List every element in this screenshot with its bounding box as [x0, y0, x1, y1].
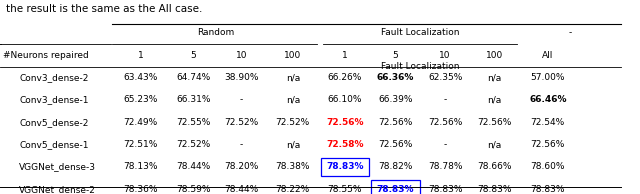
Text: 100: 100 [486, 51, 503, 60]
Text: 78.44%: 78.44% [225, 185, 259, 194]
Text: 78.83%: 78.83% [326, 162, 364, 171]
Text: 57.00%: 57.00% [531, 73, 565, 82]
Text: #Neurons repaired: #Neurons repaired [3, 51, 89, 60]
Text: 72.56%: 72.56% [531, 140, 565, 149]
Text: Random: Random [197, 29, 235, 37]
Text: 78.66%: 78.66% [477, 162, 511, 171]
Text: 78.83%: 78.83% [531, 185, 565, 194]
Text: 72.56%: 72.56% [326, 118, 364, 127]
Text: -: - [240, 140, 243, 149]
Text: 78.20%: 78.20% [225, 162, 259, 171]
Text: 78.83%: 78.83% [377, 185, 414, 194]
Text: Fault Localization: Fault Localization [381, 29, 459, 37]
Text: 78.38%: 78.38% [276, 162, 310, 171]
Text: 5: 5 [191, 51, 196, 60]
Text: 72.52%: 72.52% [177, 140, 211, 149]
Text: n/a: n/a [285, 140, 300, 149]
Text: 78.13%: 78.13% [124, 162, 158, 171]
Text: 62.35%: 62.35% [428, 73, 462, 82]
Text: 72.56%: 72.56% [428, 118, 462, 127]
Text: 5: 5 [393, 51, 398, 60]
Text: Conv3_dense-2: Conv3_dense-2 [19, 73, 88, 82]
Text: 72.58%: 72.58% [326, 140, 364, 149]
Text: 78.82%: 78.82% [378, 162, 413, 171]
Text: 10: 10 [440, 51, 451, 60]
Text: 66.26%: 66.26% [328, 73, 362, 82]
Text: 38.90%: 38.90% [225, 73, 259, 82]
Text: -: - [444, 95, 447, 104]
Text: 72.52%: 72.52% [276, 118, 310, 127]
Text: 72.56%: 72.56% [477, 118, 511, 127]
Text: Fault Localization: Fault Localization [381, 62, 459, 71]
Text: Conv5_dense-2: Conv5_dense-2 [19, 118, 88, 127]
Text: 78.36%: 78.36% [124, 185, 158, 194]
Text: 78.22%: 78.22% [276, 185, 310, 194]
Text: 10: 10 [236, 51, 247, 60]
Text: 78.59%: 78.59% [177, 185, 211, 194]
Text: 78.55%: 78.55% [328, 185, 362, 194]
Text: 1: 1 [342, 51, 348, 60]
Text: 72.56%: 72.56% [378, 118, 413, 127]
Text: 72.56%: 72.56% [378, 140, 413, 149]
Text: -: - [240, 95, 243, 104]
Text: n/a: n/a [487, 73, 502, 82]
Text: VGGNet_dense-3: VGGNet_dense-3 [19, 162, 96, 171]
Text: Conv5_dense-1: Conv5_dense-1 [19, 140, 89, 149]
Text: 78.83%: 78.83% [477, 185, 511, 194]
Text: 78.44%: 78.44% [177, 162, 211, 171]
Text: -: - [568, 29, 572, 37]
Text: 66.39%: 66.39% [378, 95, 413, 104]
Text: 66.10%: 66.10% [328, 95, 362, 104]
Text: VGGNet_dense-2: VGGNet_dense-2 [19, 185, 96, 194]
Text: n/a: n/a [487, 140, 502, 149]
Text: n/a: n/a [285, 73, 300, 82]
Text: 66.46%: 66.46% [529, 95, 566, 104]
Text: 78.78%: 78.78% [428, 162, 462, 171]
Text: 63.43%: 63.43% [124, 73, 158, 82]
Text: 64.74%: 64.74% [177, 73, 211, 82]
Text: 1: 1 [138, 51, 143, 60]
Text: 66.36%: 66.36% [377, 73, 414, 82]
Text: 72.54%: 72.54% [531, 118, 565, 127]
Text: 72.52%: 72.52% [225, 118, 259, 127]
Text: Conv3_dense-1: Conv3_dense-1 [19, 95, 89, 104]
Text: 100: 100 [284, 51, 301, 60]
Text: -: - [444, 140, 447, 149]
Text: n/a: n/a [285, 95, 300, 104]
Text: the result is the same as the All case.: the result is the same as the All case. [6, 4, 203, 14]
Text: 65.23%: 65.23% [124, 95, 158, 104]
Text: 72.49%: 72.49% [124, 118, 158, 127]
Text: 72.51%: 72.51% [124, 140, 158, 149]
Text: 78.60%: 78.60% [531, 162, 565, 171]
Text: n/a: n/a [487, 95, 502, 104]
Text: 66.31%: 66.31% [177, 95, 211, 104]
Text: 78.83%: 78.83% [428, 185, 462, 194]
Text: All: All [542, 51, 554, 60]
Text: 72.55%: 72.55% [177, 118, 211, 127]
